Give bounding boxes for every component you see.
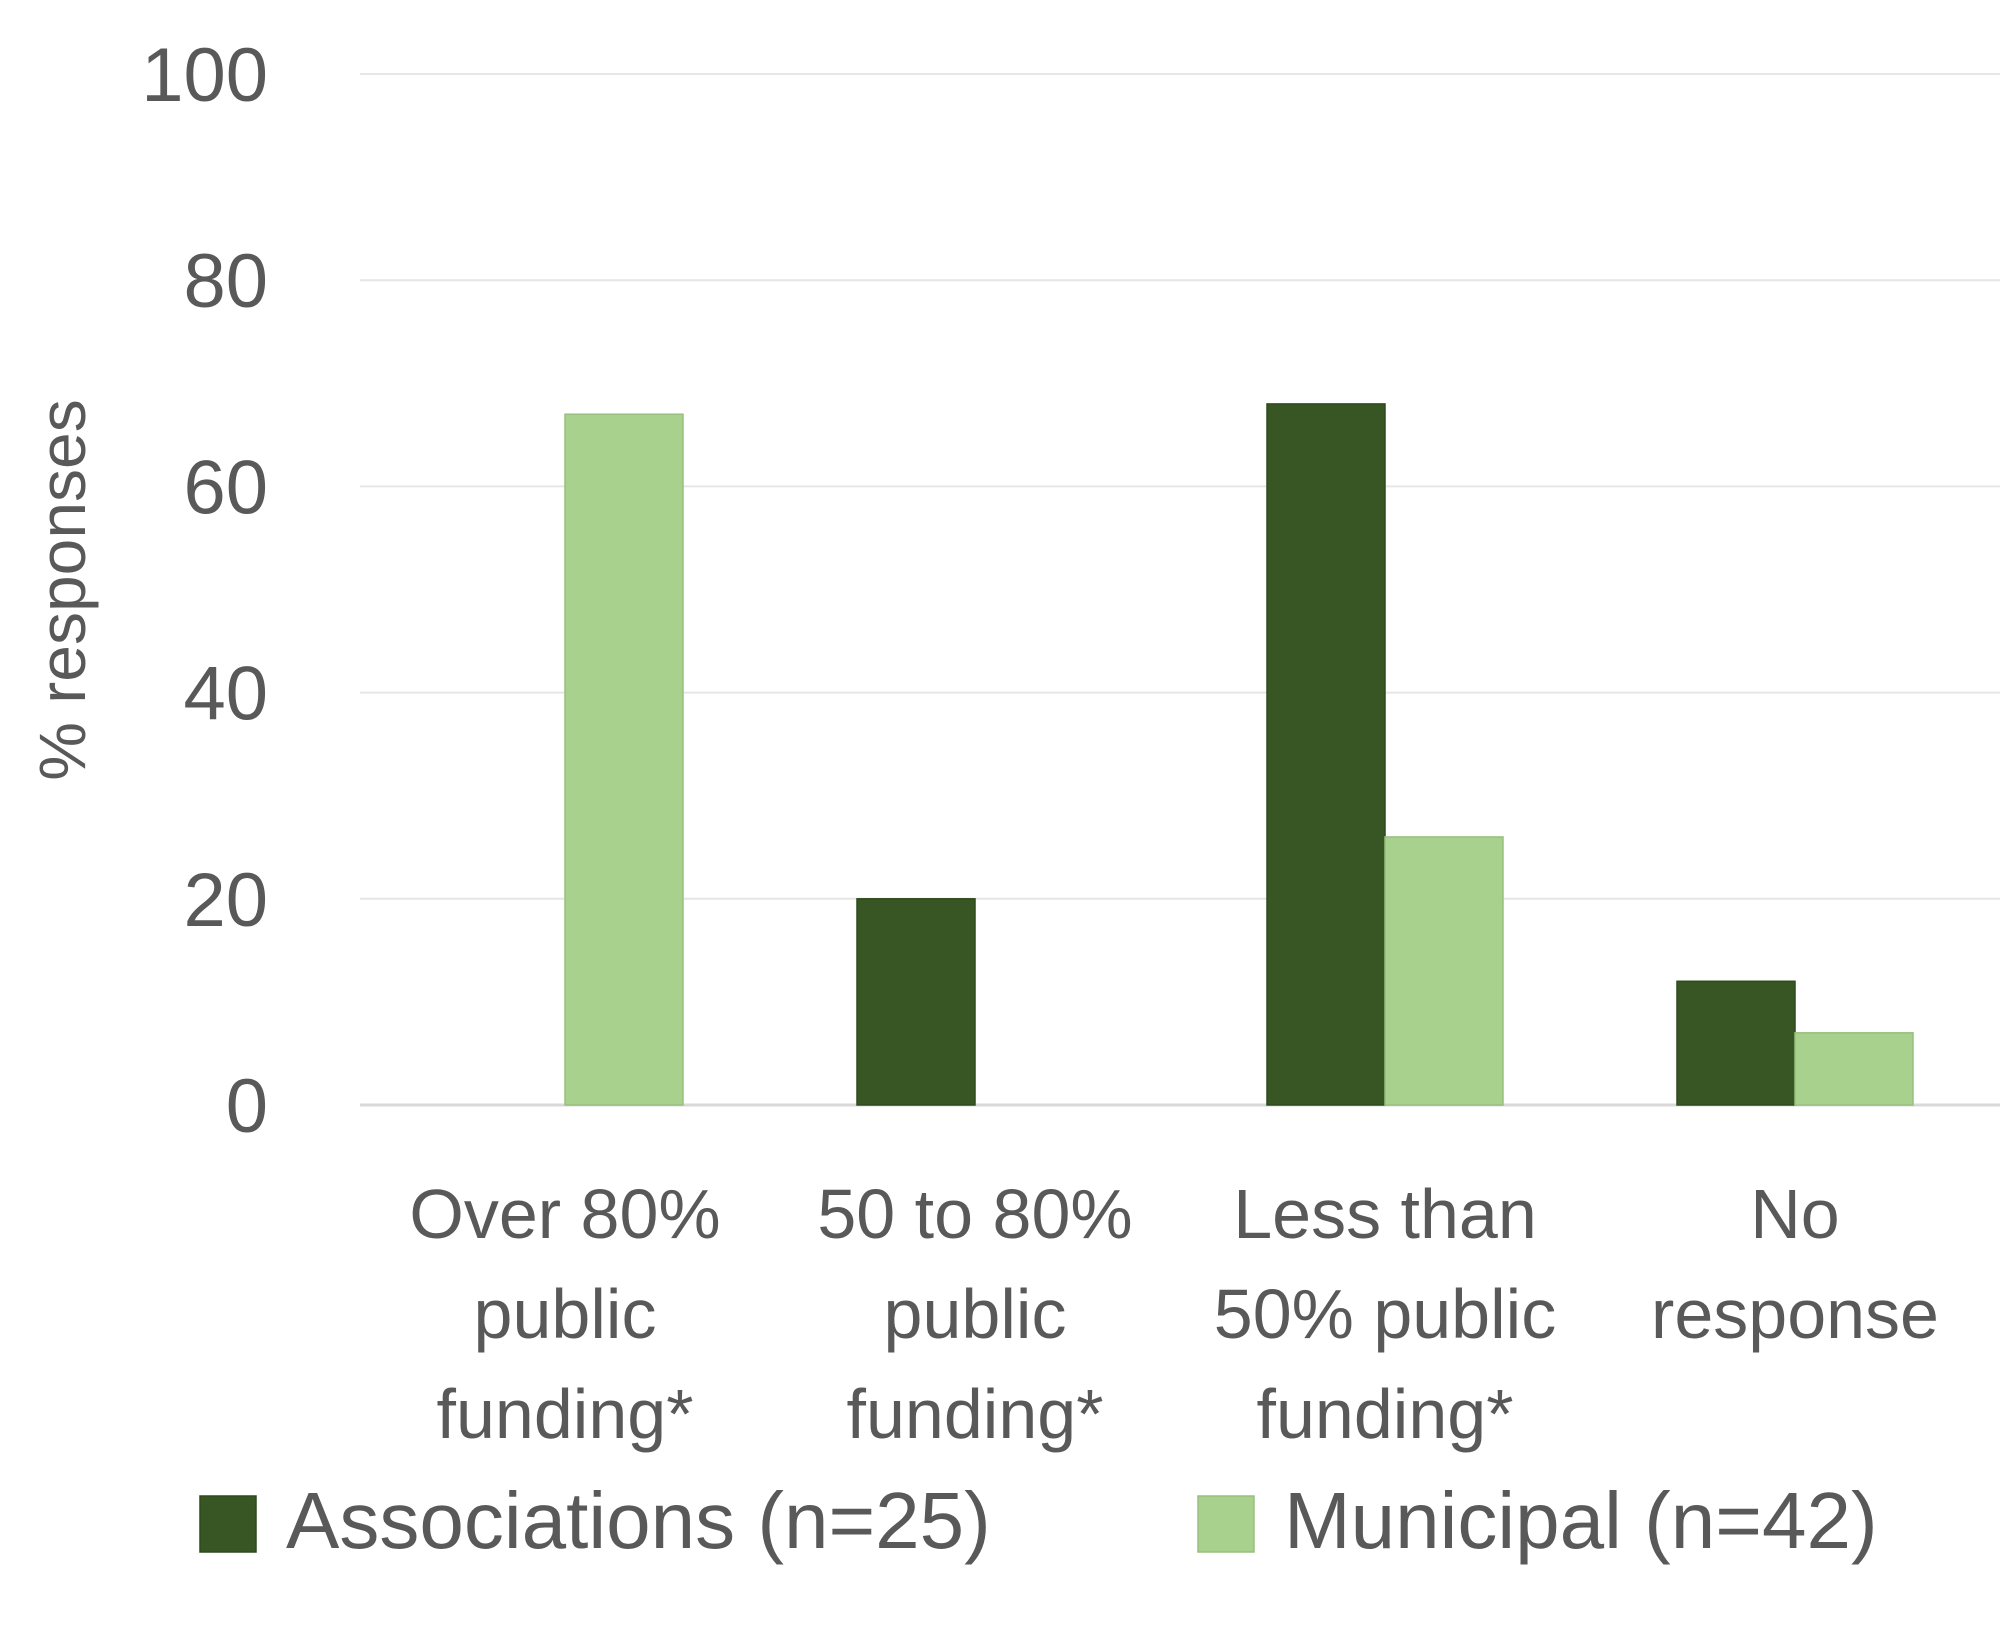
bar-municipal-0 [564,413,684,1106]
y-axis-label: % responses [25,399,99,781]
y-tick-label: 40 [183,652,268,737]
x-category-label: No response [1651,1175,1939,1353]
y-axis-ticks: 0 20 40 60 80 100 [141,33,268,1149]
legend: Associations (n=25) Municipal (n=42) [199,1476,1878,1565]
legend-swatch [199,1495,257,1553]
legend-swatch [1197,1495,1255,1553]
x-category-label: 50 to 80% public funding* [817,1175,1132,1453]
legend-label: Municipal (n=42) [1284,1476,1878,1565]
x-category-label: Over 80% public funding* [409,1175,720,1453]
y-tick-label: 0 [226,1064,268,1149]
legend-label: Associations (n=25) [286,1476,991,1565]
bar-associations-3 [1676,980,1796,1106]
bars [564,403,1914,1106]
bar-municipal-3 [1794,1032,1914,1106]
y-tick-label: 20 [183,858,268,943]
bar-associations-2 [1266,403,1386,1106]
x-axis-category-labels: Over 80% public funding* 50 to 80% public fun… [409,1175,1939,1453]
bar-associations-1 [856,898,976,1106]
y-tick-label: 100 [141,33,268,118]
y-tick-label: 80 [183,239,268,324]
bar-municipal-2 [1384,836,1504,1106]
y-tick-label: 60 [183,445,268,530]
x-category-label: Less than 50% public funding* [1214,1175,1556,1453]
